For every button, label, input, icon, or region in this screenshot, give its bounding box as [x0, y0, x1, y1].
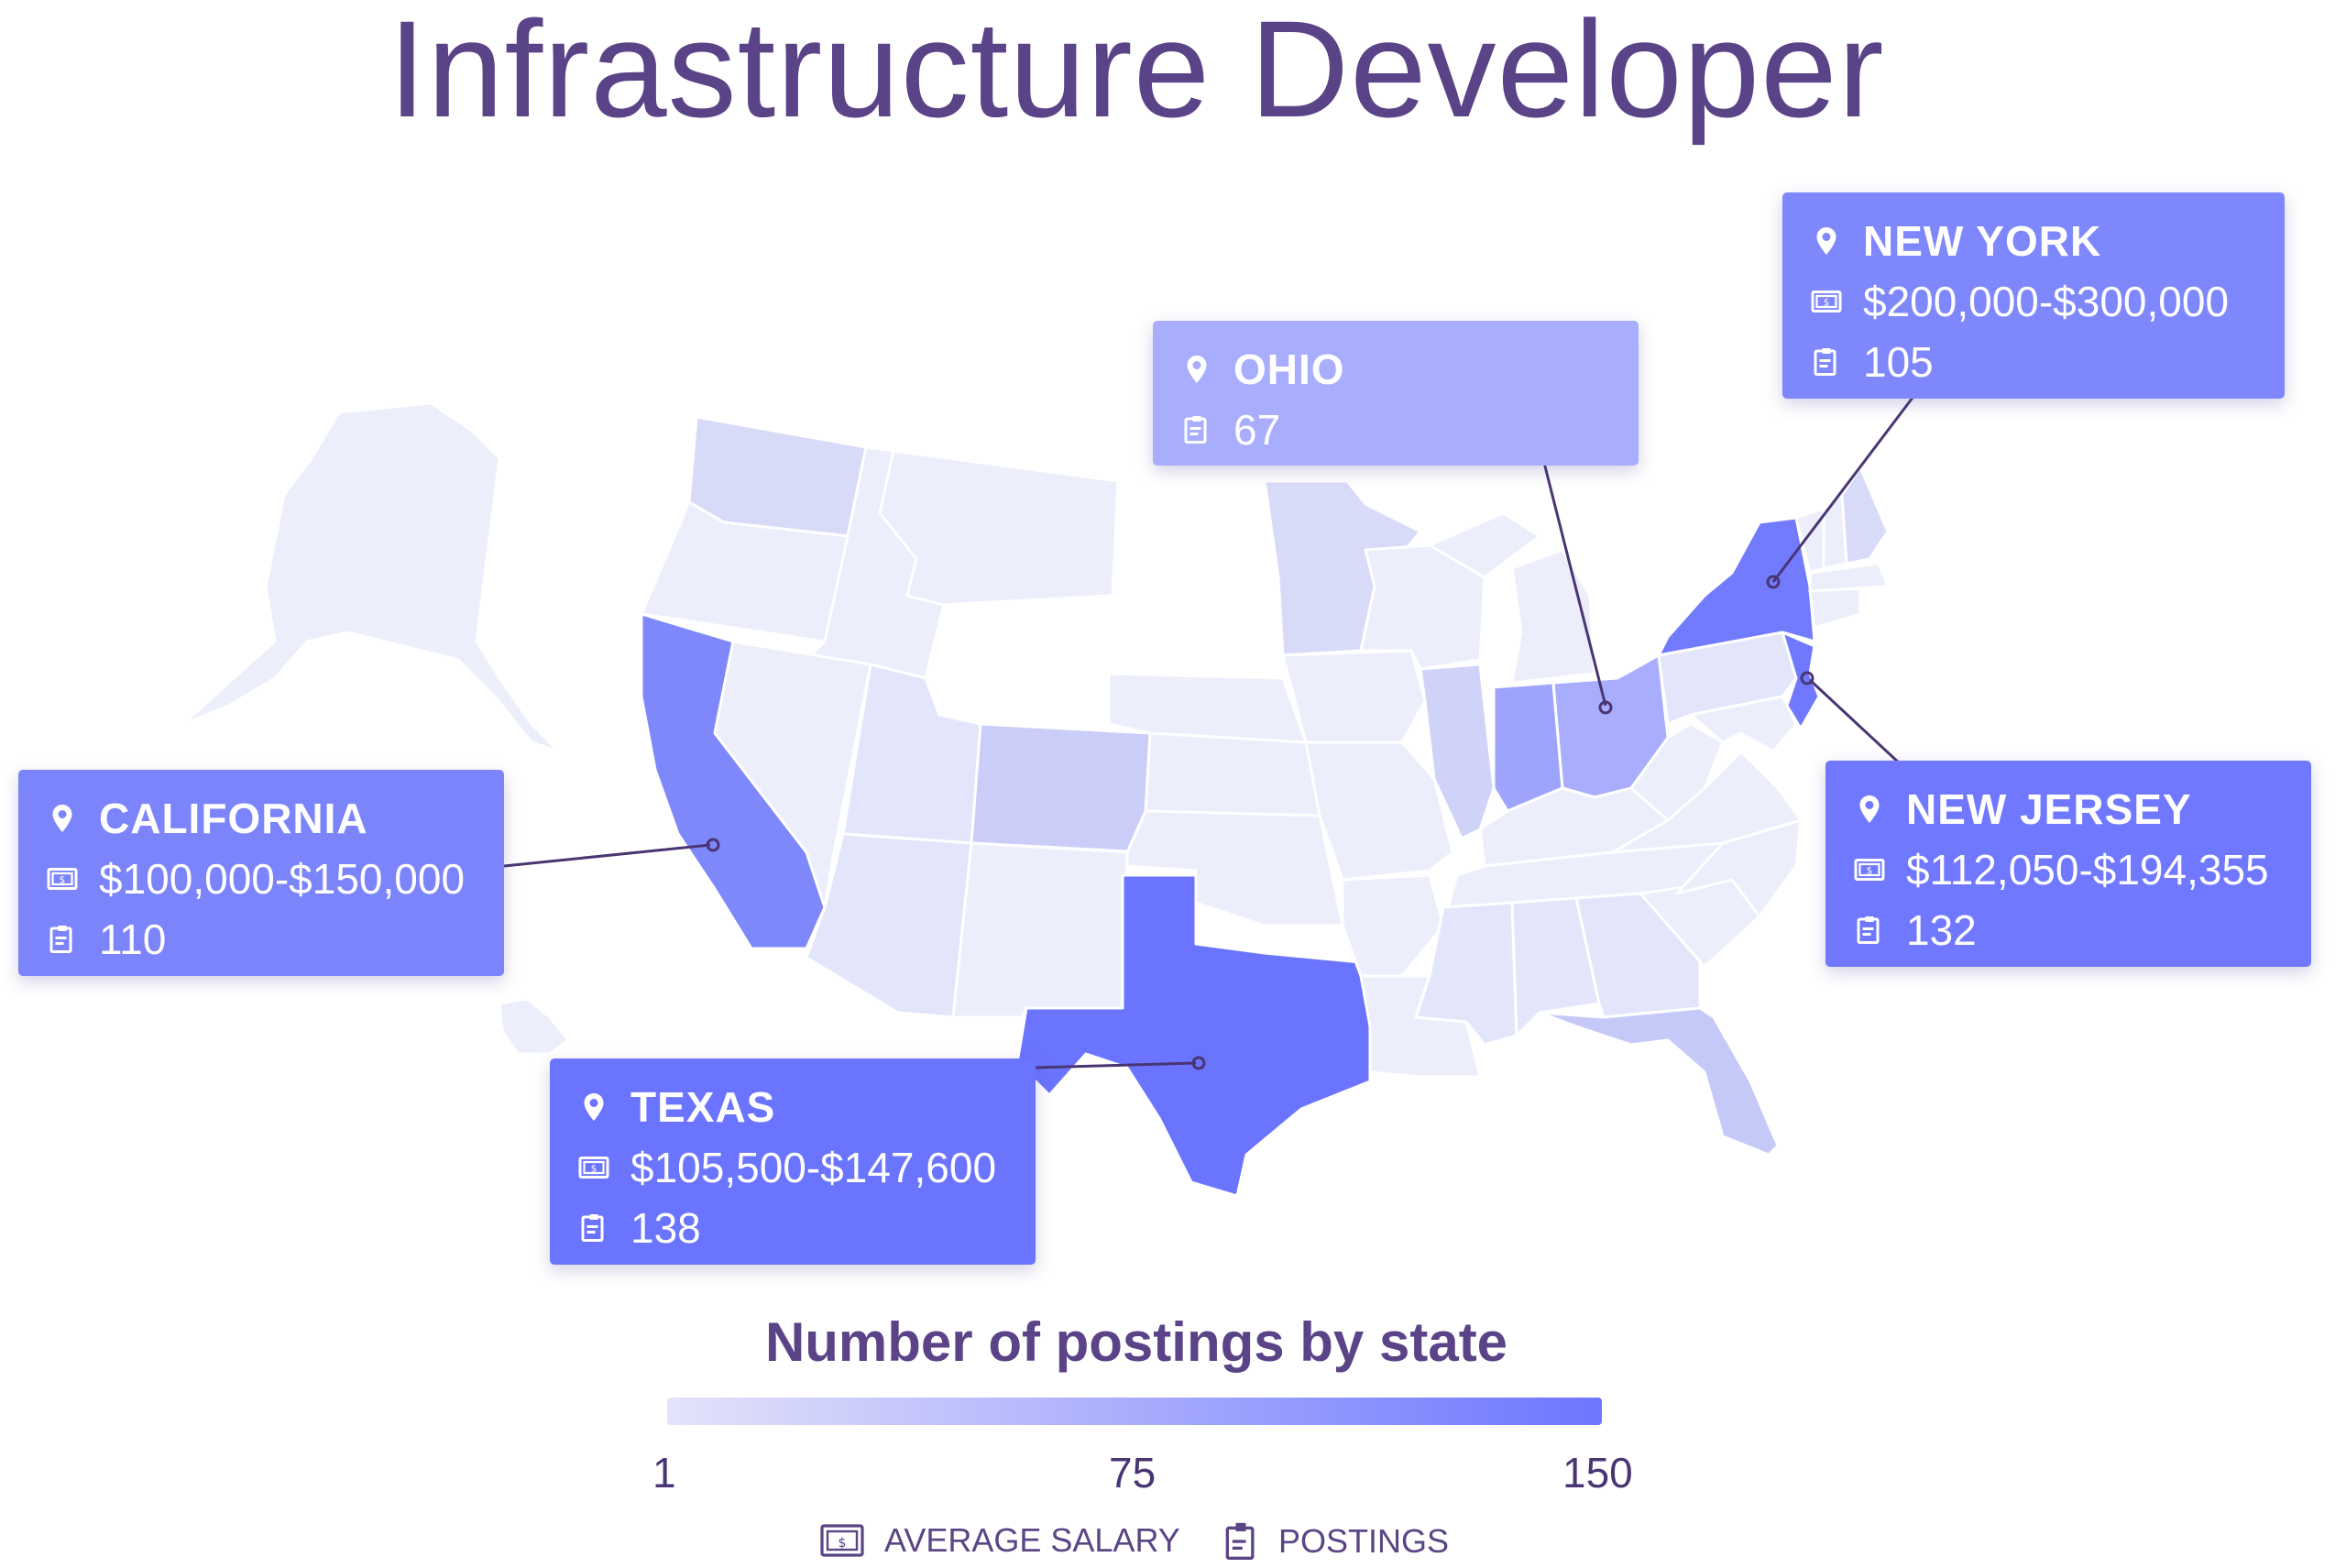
salary-bill-icon: $ [1811, 291, 1842, 313]
location-pin-icon [1187, 356, 1207, 383]
average-salary-value: $112,050-$194,355 [1906, 846, 2269, 894]
leader-line-new-jersey [1808, 678, 1903, 767]
average-salary-value: $105,500-$147,600 [630, 1144, 997, 1191]
svg-text:$: $ [1824, 298, 1830, 309]
average-salary-value: $200,000-$300,000 [1863, 278, 2230, 325]
callout-ohio[interactable]: OHIO 67 [1153, 321, 1639, 466]
callout-new-jersey-salary-row: $ $112,050-$194,355 [1853, 839, 2284, 900]
callout-texas-name-row: TEXAS [577, 1077, 1008, 1137]
location-pin-icon [1859, 795, 1880, 823]
state-kansas[interactable] [1144, 731, 1321, 817]
leader-line-new-york [1771, 393, 1917, 583]
callout-texas[interactable]: TEXAS $ $105,500-$147,600 138 [550, 1058, 1036, 1265]
legend-tick-min: 1 [652, 1449, 676, 1497]
postings-value: 67 [1233, 406, 1281, 454]
state-illinois[interactable] [1419, 663, 1496, 840]
salary-bill-icon: $ [578, 1157, 609, 1179]
state-name: OHIO [1233, 345, 1345, 393]
key-average-salary-label: AVERAGE SALARY [884, 1521, 1180, 1559]
svg-text:$: $ [591, 1164, 597, 1175]
state-michigan[interactable] [1428, 511, 1596, 685]
clipboard-icon [581, 1214, 604, 1242]
state-alaska[interactable] [181, 401, 561, 753]
leader-line-california [503, 843, 711, 868]
postings-value: 132 [1906, 906, 1977, 954]
state-colorado[interactable] [970, 722, 1152, 854]
svg-text:$: $ [1867, 866, 1873, 877]
legend-tick-mid: 75 [1109, 1449, 1157, 1497]
postings-value: 110 [99, 916, 167, 963]
state-hawaii[interactable] [498, 997, 570, 1056]
postings-value: 138 [630, 1204, 701, 1252]
callout-ohio-postings-row: 67 [1180, 400, 1611, 460]
state-florida[interactable] [1538, 1006, 1780, 1157]
state-arkansas[interactable] [1341, 873, 1445, 978]
marker-new-york [1766, 575, 1781, 589]
legend-gradient-bar [667, 1398, 1602, 1425]
state-montana[interactable] [878, 449, 1120, 607]
clipboard-icon [1184, 416, 1207, 444]
location-pin-icon [584, 1093, 604, 1121]
leader-line-texas [1035, 1061, 1197, 1069]
legend-key: $ AVERAGE SALARY POSTINGS [0, 1521, 2346, 1567]
callout-california-salary-row: $ $100,000-$150,000 [46, 849, 477, 909]
key-postings-label: POSTINGS [1278, 1522, 1450, 1560]
state-connecticut[interactable] [1808, 587, 1862, 630]
clipboard-icon [1225, 1522, 1255, 1560]
clipboard-icon [49, 926, 72, 953]
state-missouri[interactable] [1304, 740, 1454, 882]
key-postings: POSTINGS [1223, 1521, 1449, 1562]
page-title: Infrastructure Developer [388, 0, 1885, 146]
state-alabama[interactable] [1510, 896, 1601, 1037]
salary-bill-icon: $ [47, 868, 78, 890]
location-pin-icon [52, 805, 72, 832]
state-oklahoma[interactable] [1125, 809, 1344, 927]
key-average-salary: $ AVERAGE SALARY [820, 1521, 1180, 1560]
callout-new-york-postings-row: 105 [1810, 332, 2257, 392]
state-maryland[interactable] [1689, 695, 1798, 753]
salary-bill-icon: $ [820, 1524, 864, 1557]
callout-california-postings-row: 110 [46, 909, 477, 970]
callout-new-york-name-row: NEW YORK [1810, 211, 2257, 271]
callout-new-york[interactable]: NEW YORK $ $200,000-$300,000 105 [1782, 192, 2285, 399]
state-name: TEXAS [630, 1083, 776, 1131]
svg-text:$: $ [60, 875, 66, 886]
marker-california [706, 838, 720, 852]
callout-california[interactable]: CALIFORNIA $ $100,000-$150,000 110 [18, 770, 504, 976]
callout-ohio-name-row: OHIO [1180, 339, 1611, 400]
salary-bill-icon: $ [1854, 859, 1885, 881]
state-wyoming[interactable] [937, 594, 1115, 726]
state-south-dakota[interactable] [1107, 576, 1285, 680]
callout-texas-salary-row: $ $105,500-$147,600 [577, 1137, 1008, 1198]
state-massachusetts[interactable] [1808, 562, 1890, 593]
marker-texas [1191, 1056, 1206, 1070]
callout-new-york-salary-row: $ $200,000-$300,000 [1810, 271, 2257, 332]
state-new-york[interactable] [1657, 516, 1816, 657]
marker-ohio [1598, 700, 1613, 715]
state-iowa[interactable] [1281, 649, 1427, 744]
callout-california-name-row: CALIFORNIA [46, 788, 477, 849]
legend-title: Number of postings by state [764, 1311, 1508, 1373]
state-name: CALIFORNIA [99, 795, 368, 842]
clipboard-icon [1857, 916, 1880, 944]
state-name: NEW JERSEY [1906, 785, 2192, 833]
callout-texas-postings-row: 138 [577, 1198, 1008, 1258]
state-new-mexico[interactable] [951, 841, 1129, 1019]
callout-new-jersey-postings-row: 132 [1853, 900, 2284, 960]
legend-tick-max: 150 [1562, 1449, 1633, 1497]
location-pin-icon [1816, 227, 1836, 255]
state-name: NEW YORK [1863, 217, 2102, 265]
svg-text:$: $ [839, 1536, 847, 1551]
postings-value: 105 [1863, 338, 1934, 386]
state-north-dakota[interactable] [1112, 479, 1280, 579]
clipboard-icon [1814, 348, 1836, 376]
marker-new-jersey [1800, 671, 1814, 685]
average-salary-value: $100,000-$150,000 [99, 855, 466, 903]
callout-new-jersey-name-row: NEW JERSEY [1853, 779, 2284, 839]
leader-line-ohio [1542, 462, 1607, 707]
callout-new-jersey[interactable]: NEW JERSEY $ $112,050-$194,355 132 [1825, 761, 2311, 967]
